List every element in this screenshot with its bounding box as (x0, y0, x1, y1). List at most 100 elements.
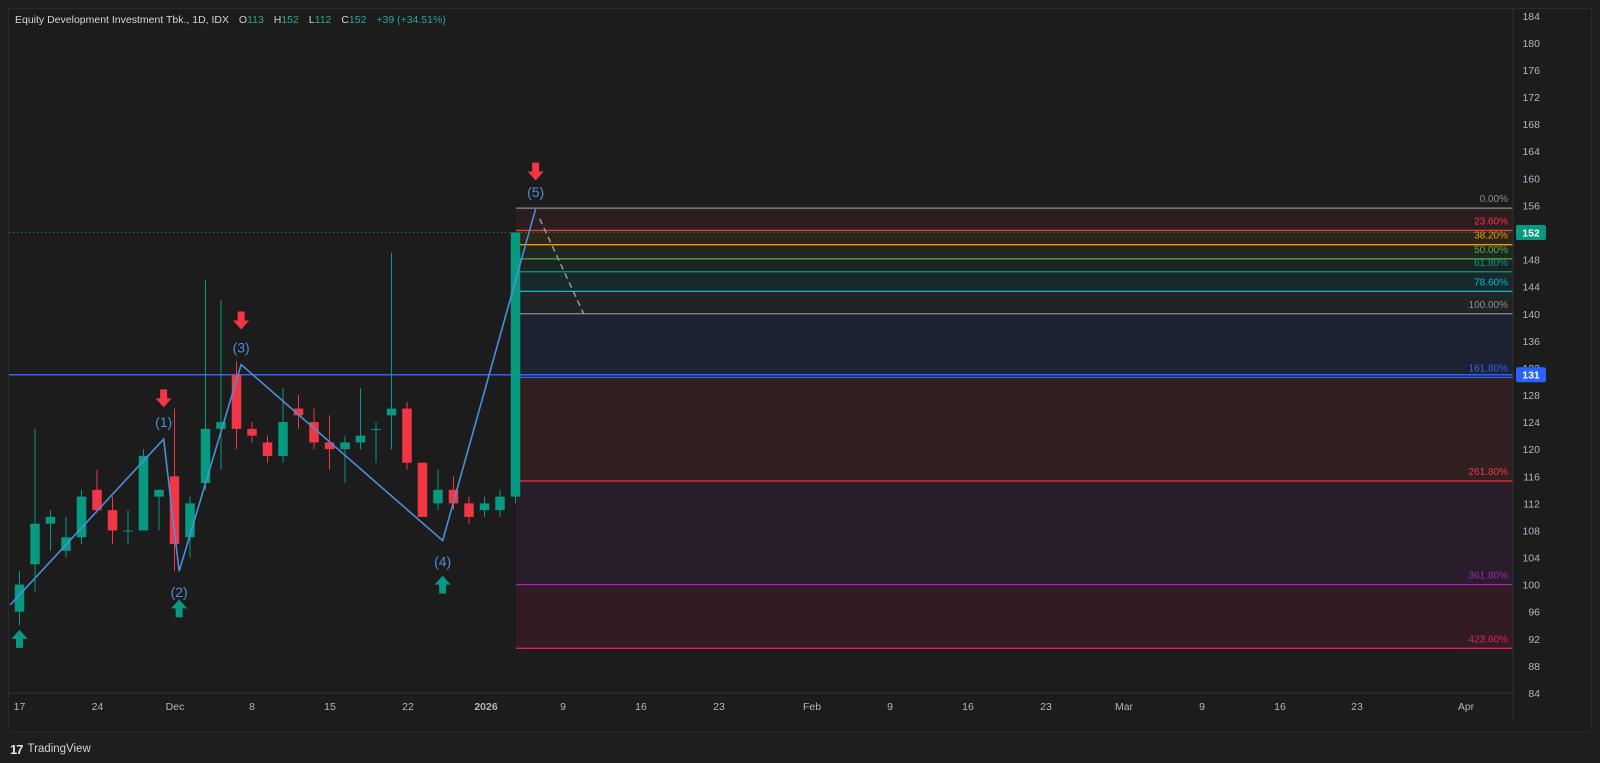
fib-zone (516, 584, 1513, 649)
candle-body (371, 428, 381, 430)
candle (92, 469, 102, 511)
x-axis-tick: 16 (962, 701, 974, 713)
y-axis-tick: 88 (1528, 661, 1540, 673)
candle (510, 232, 521, 504)
y-axis-tick: 84 (1528, 688, 1540, 700)
candle-body (247, 428, 257, 436)
fib-level-label: 423.60% (1469, 634, 1509, 645)
symbol-legend: Equity Development Investment Tbk., 1D, … (15, 14, 446, 26)
price-badge (1516, 367, 1546, 383)
high-value: 152 (281, 14, 299, 26)
candle (278, 388, 288, 463)
candle (14, 571, 25, 626)
x-axis-tick: 2026 (474, 701, 498, 713)
low-label: L (308, 14, 315, 26)
fib-level-label: 0.00% (1480, 194, 1508, 205)
y-axis-tick: 112 (1523, 498, 1540, 510)
fib-zone (516, 377, 1513, 482)
sell-arrow-icon (233, 311, 250, 330)
buy-arrow-icon (434, 575, 451, 594)
wave-label: (3) (233, 340, 250, 356)
candle (154, 489, 164, 531)
y-axis-tick: 168 (1522, 119, 1540, 131)
fib-zone (516, 244, 1513, 259)
fib-zone (516, 481, 1513, 585)
x-axis-tick: 22 (402, 701, 414, 713)
candle (107, 496, 118, 545)
candle-body (417, 462, 428, 517)
tradingview-brand[interactable]: 17 TradingView (10, 740, 91, 758)
x-axis-tick: Apr (1458, 701, 1475, 713)
candle-body (107, 510, 118, 531)
candle-body (309, 422, 319, 443)
candle (231, 361, 242, 450)
y-axis-tick: 128 (1522, 390, 1540, 402)
wave-label: (2) (171, 584, 188, 600)
candle (433, 469, 443, 511)
candle (464, 496, 474, 524)
x-axis-tick: Mar (1115, 701, 1134, 713)
candle-body (495, 496, 505, 511)
candle (169, 408, 180, 572)
y-axis-tick: 136 (1522, 336, 1540, 348)
fib-level-label: 61.80% (1474, 258, 1508, 269)
candle-body (324, 442, 335, 450)
x-axis-tick: 15 (324, 701, 336, 713)
y-axis-tick: 120 (1522, 444, 1540, 456)
candle-body (278, 422, 288, 456)
fib-zone (516, 258, 1513, 272)
fib-zone (516, 313, 1513, 378)
low-value: 112 (314, 14, 332, 26)
high-label: H (273, 14, 282, 26)
candle (216, 300, 226, 470)
candle (247, 422, 257, 443)
candle (340, 435, 350, 484)
candle-body (30, 523, 40, 565)
candle-body (200, 428, 211, 484)
x-axis-tick: 16 (1274, 701, 1286, 713)
candle-body (76, 496, 87, 538)
fib-level-label: 78.60% (1474, 277, 1508, 288)
candle (495, 489, 505, 517)
y-axis-tick: 148 (1522, 255, 1540, 267)
close-label: C (341, 14, 349, 26)
candle (262, 435, 273, 463)
price-badge (1516, 224, 1546, 240)
candle (76, 489, 87, 545)
y-axis-tick: 176 (1522, 65, 1540, 77)
fib-level-label: 261.80% (1469, 467, 1509, 478)
candle (61, 516, 71, 558)
y-axis-tick: 144 (1522, 282, 1540, 294)
tradingview-label: TradingView (27, 743, 91, 755)
y-axis-tick: 156 (1522, 200, 1540, 212)
candle-body (510, 232, 521, 497)
x-axis-tick: 9 (887, 701, 893, 713)
y-axis-tick: 172 (1522, 92, 1540, 104)
elliott-wave-line (9, 208, 537, 606)
candle (417, 462, 428, 517)
candle (479, 496, 490, 517)
fib-level-label: 361.80% (1469, 571, 1509, 582)
wave-label: (4) (434, 554, 451, 570)
y-axis-tick: 140 (1522, 309, 1540, 321)
candle-body (464, 503, 474, 517)
y-axis-tick: 160 (1522, 173, 1540, 185)
fib-zone (516, 271, 1513, 292)
candle (45, 510, 56, 551)
candle (200, 279, 211, 490)
candle-body (154, 489, 164, 497)
candle-body (45, 516, 56, 524)
candle-body (138, 455, 149, 531)
candle-body (231, 374, 242, 429)
y-axis-tick: 104 (1522, 553, 1540, 565)
sell-arrow-icon (155, 389, 172, 408)
candle (185, 496, 195, 558)
fib-level-label: 100.00% (1469, 300, 1509, 311)
chart-panel[interactable] (8, 8, 1592, 732)
candle-body (262, 442, 273, 456)
candle (371, 422, 381, 463)
x-axis-tick: Feb (803, 701, 821, 713)
candle-body (479, 503, 490, 511)
y-axis-tick: 180 (1522, 38, 1540, 50)
